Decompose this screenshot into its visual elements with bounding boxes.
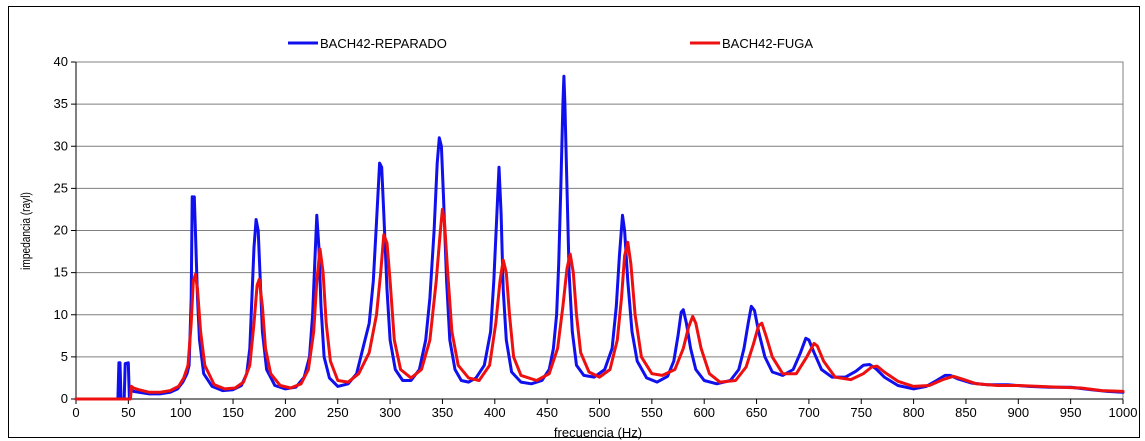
series-line-fuga [74, 207, 1125, 401]
x-tick-label-550: 550 [641, 405, 663, 420]
x-tick-label-350: 350 [432, 405, 454, 420]
series-lines [74, 74, 1125, 401]
y-tick-label-10: 10 [54, 307, 68, 322]
x-tick-label-100: 100 [170, 405, 192, 420]
x-tick-label-200: 200 [275, 405, 297, 420]
x-tick-label-600: 600 [693, 405, 715, 420]
x-tick-label-650: 650 [746, 405, 768, 420]
legend-label-fuga: BACH42-FUGA [722, 36, 813, 51]
y-axis-title: impedancia (rayl) [19, 192, 33, 270]
y-tick-label-20: 20 [54, 223, 68, 238]
x-tick-label-500: 500 [589, 405, 611, 420]
x-tick-label-700: 700 [798, 405, 820, 420]
x-tick-label-850: 850 [955, 405, 977, 420]
x-tick-label-400: 400 [484, 405, 506, 420]
x-tick-label-900: 900 [1007, 405, 1029, 420]
legend: BACH42-REPARADO BACH42-FUGA [288, 36, 813, 51]
grid-lines [76, 61, 1123, 358]
y-tick-label-5: 5 [61, 349, 68, 364]
x-tick-label-1000: 1000 [1109, 405, 1138, 420]
y-tick-label-0: 0 [61, 391, 68, 406]
legend-label-reparado: BACH42-REPARADO [320, 36, 447, 51]
x-tick-label-450: 450 [536, 405, 558, 420]
chart-frame [8, 6, 1140, 438]
series-line-reparado [74, 74, 1125, 401]
y-tick-label-25: 25 [54, 180, 68, 195]
x-tick-label-950: 950 [1060, 405, 1082, 420]
x-axis-title: frecuencia (Hz) [554, 425, 642, 440]
y-tick-label-40: 40 [54, 54, 68, 69]
x-tick-label-50: 50 [121, 405, 135, 420]
x-tick-label-800: 800 [903, 405, 925, 420]
y-tick-label-15: 15 [54, 265, 68, 280]
x-tick-label-750: 750 [850, 405, 872, 420]
y-tick-label-35: 35 [54, 96, 68, 111]
x-tick-label-0: 0 [72, 405, 79, 420]
y-tick-label-30: 30 [54, 138, 68, 153]
x-tick-label-250: 250 [327, 405, 349, 420]
x-tick-label-300: 300 [379, 405, 401, 420]
x-tick-label-150: 150 [222, 405, 244, 420]
